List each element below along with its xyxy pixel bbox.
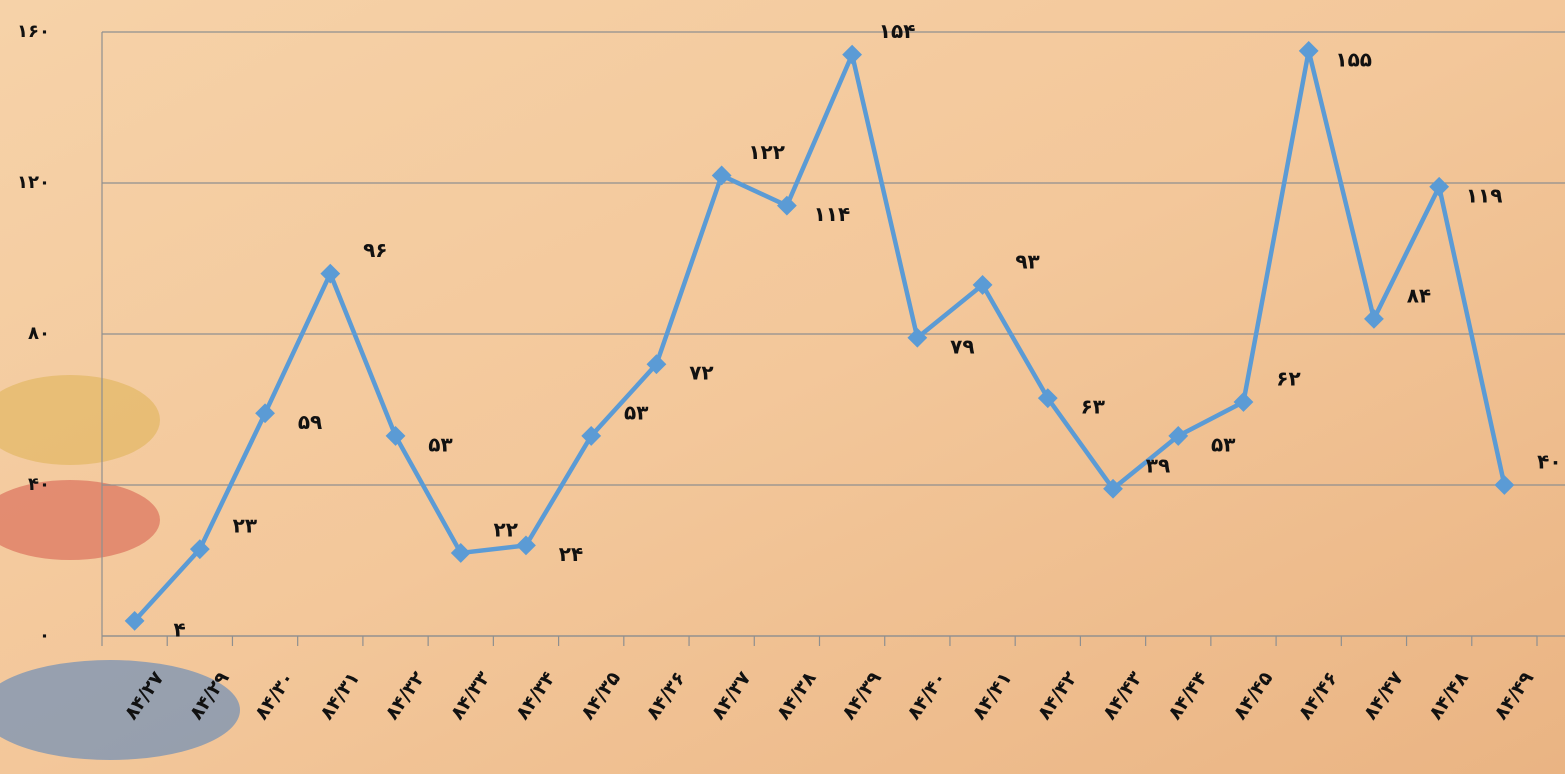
data-label: ۲۴	[559, 542, 583, 566]
data-label: ۲۳	[233, 514, 257, 538]
data-label: ۲۲	[494, 517, 518, 541]
data-label: ۴۰	[1537, 450, 1561, 474]
data-label: ۱۱۴	[814, 202, 851, 226]
data-label: ۵۳	[624, 400, 648, 424]
data-label: ۱۱۹	[1466, 183, 1503, 207]
data-label: ۱۵۵	[1335, 47, 1372, 71]
data-label: ۳۹	[1146, 453, 1170, 477]
background	[0, 0, 1565, 774]
data-label: ۱۵۴	[879, 19, 916, 43]
data-label: ۹۶	[363, 238, 387, 262]
data-label: ۷۲	[689, 361, 713, 385]
data-label: ۸۴	[1407, 283, 1431, 307]
y-tick-label: ۴۰	[28, 474, 50, 495]
data-label: ۶۲	[1276, 366, 1300, 390]
data-label: ۵۹	[298, 410, 322, 434]
data-label: ۱۲۲	[748, 140, 785, 164]
data-label: ۵۳	[428, 432, 452, 456]
y-tick-label: ۱۶۰	[17, 21, 50, 42]
data-label: ۷۹	[950, 334, 974, 358]
page: {"chart_data": {"type": "line", "categor…	[0, 0, 1565, 774]
data-label: ۹۳	[1015, 249, 1039, 273]
data-label: ۵۳	[1211, 432, 1235, 456]
y-tick-label: ۰	[39, 625, 50, 646]
chart: ۰۴۰۸۰۱۲۰۱۶۰۸۴/۲۷۸۴/۲۹۸۴/۳۰۸۴/۳۱۸۴/۳۲۸۴/۳…	[0, 0, 1565, 774]
data-label: ۶۳	[1081, 395, 1105, 419]
y-tick-label: ۱۲۰	[17, 172, 50, 193]
y-tick-label: ۸۰	[28, 323, 50, 344]
data-label: ۴	[174, 617, 186, 641]
